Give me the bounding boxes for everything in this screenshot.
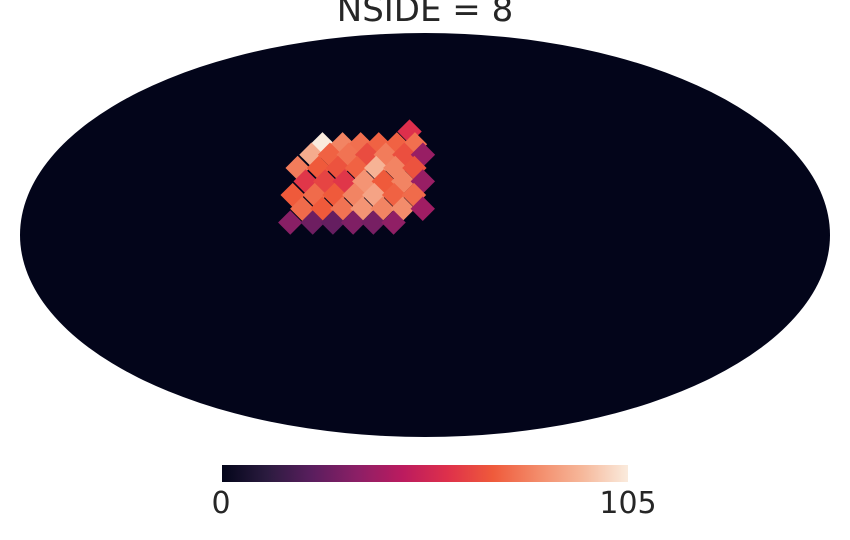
- healpix-pixel: [381, 210, 406, 235]
- healpix-pixel: [410, 196, 435, 221]
- colorbar-max-label: 105: [599, 486, 657, 521]
- colorbar-gradient: [222, 465, 628, 482]
- colorbar-min-label: 0: [211, 486, 231, 521]
- healpix-pixels: [278, 119, 436, 235]
- healpix-pixel: [300, 210, 325, 235]
- chart-title: NSIDE = 8: [336, 0, 514, 30]
- healpix-pixel: [361, 210, 386, 235]
- healpix-pixel: [340, 210, 366, 235]
- mollweide-map: [20, 33, 830, 437]
- sky-background: [20, 33, 830, 437]
- healpix-pixel: [278, 210, 303, 235]
- healpix-pixel: [320, 210, 346, 235]
